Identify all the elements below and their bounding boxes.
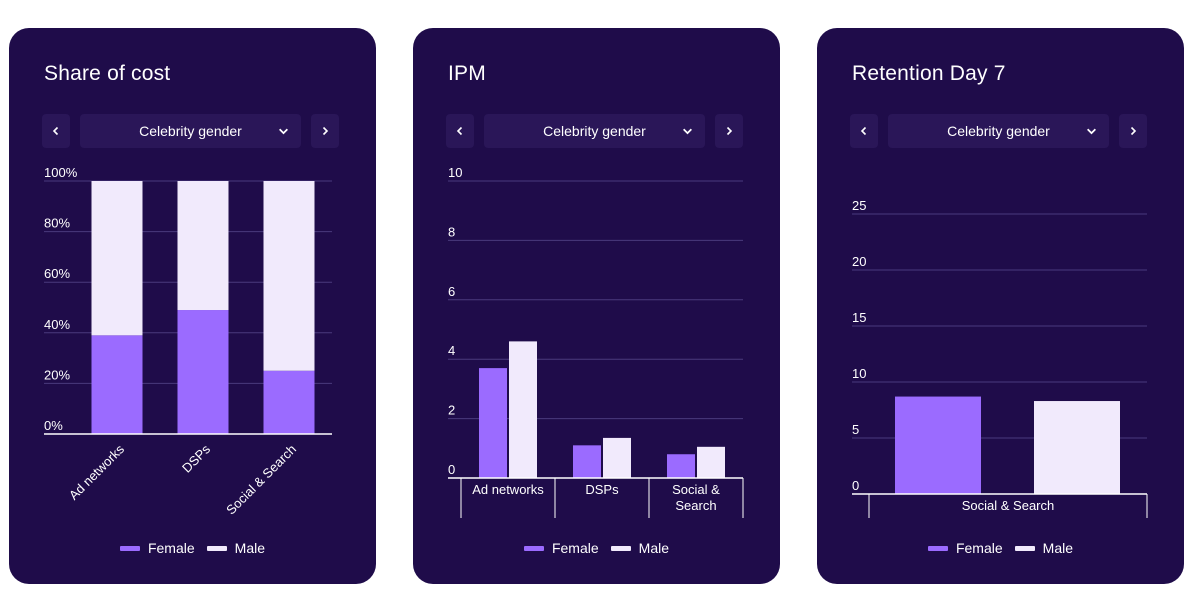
y-tick-label: 10 <box>448 165 462 180</box>
y-tick-label: 60% <box>44 266 70 281</box>
y-tick-label: 0 <box>448 462 455 477</box>
dropdown-value: Celebrity gender <box>543 123 646 139</box>
bar-female <box>263 370 315 434</box>
dimension-selector: Celebrity gender <box>42 114 339 148</box>
male-swatch <box>206 545 227 551</box>
x-tick-label: Social & Search <box>223 442 299 518</box>
bar-female <box>91 335 143 434</box>
x-tick-label: Social & Search <box>672 482 720 513</box>
bar-male <box>263 181 315 371</box>
retention-day-7-card: Retention Day 7 Celebrity gender 0 5 10 15 2… <box>817 28 1184 584</box>
y-tick-label: 25 <box>852 198 866 213</box>
dimension-dropdown[interactable]: Celebrity gender <box>80 114 301 148</box>
next-button[interactable] <box>311 114 339 148</box>
chart-legend: Female Male <box>413 540 780 556</box>
prev-button[interactable] <box>446 114 474 148</box>
legend-label: Male <box>1042 540 1074 556</box>
legend-item-female: Female <box>927 540 1003 556</box>
legend-item-male: Male <box>610 540 670 556</box>
chart-legend: Female Male <box>9 540 376 556</box>
y-tick-label: 80% <box>44 216 70 231</box>
bar-male <box>509 341 537 478</box>
bar-male <box>603 437 631 478</box>
female-swatch <box>523 545 544 551</box>
card-title: Retention Day 7 <box>852 62 1006 85</box>
y-tick-label: 2 <box>448 403 455 418</box>
ipm-chart: 0 2 4 6 8 10 Ad networks DSPs Social & Search <box>448 165 744 518</box>
legend-label: Female <box>147 540 195 556</box>
legend-label: Male <box>638 540 670 556</box>
x-tick-label: DSPs <box>179 441 213 475</box>
dimension-dropdown[interactable]: Celebrity gender <box>888 114 1109 148</box>
bar-female <box>479 368 507 478</box>
chevron-down-icon <box>279 128 288 135</box>
male-swatch <box>610 545 631 551</box>
legend-item-female: Female <box>119 540 195 556</box>
bar-female <box>177 310 229 434</box>
chevron-down-icon <box>683 128 692 135</box>
male-swatch <box>1014 545 1035 551</box>
bar-female <box>573 445 601 478</box>
x-tick-label: Social & Search <box>962 498 1055 513</box>
dimension-dropdown[interactable]: Celebrity gender <box>484 114 705 148</box>
y-tick-label: 4 <box>448 343 455 358</box>
bar-male <box>91 181 143 336</box>
dimension-selector: Celebrity gender <box>446 114 743 148</box>
chevron-left-icon <box>52 126 59 136</box>
bar-male <box>1034 401 1120 494</box>
y-tick-label: 6 <box>448 284 455 299</box>
female-swatch <box>927 545 948 551</box>
x-tick-label: Ad networks <box>472 482 544 497</box>
legend-label: Female <box>955 540 1003 556</box>
chevron-right-icon <box>322 126 329 136</box>
bar-female <box>667 454 695 478</box>
card-title: IPM <box>448 62 486 85</box>
x-tick-label: Ad networks <box>66 441 128 503</box>
legend-item-male: Male <box>206 540 266 556</box>
y-tick-label: 20% <box>44 367 70 382</box>
legend-label: Male <box>234 540 266 556</box>
chevron-left-icon <box>860 126 867 136</box>
legend-label: Female <box>551 540 599 556</box>
chevron-left-icon <box>456 126 463 136</box>
chevron-right-icon <box>726 126 733 136</box>
dropdown-value: Celebrity gender <box>139 123 242 139</box>
bar-female <box>895 396 981 494</box>
y-tick-label: 10 <box>852 366 866 381</box>
y-tick-label: 0 <box>852 478 859 493</box>
x-tick-label: DSPs <box>585 482 619 497</box>
y-tick-label: 0% <box>44 418 63 433</box>
y-tick-label: 100% <box>44 165 78 180</box>
y-tick-label: 40% <box>44 317 70 332</box>
dimension-selector: Celebrity gender <box>850 114 1147 148</box>
bar-male <box>177 181 229 311</box>
chart-legend: Female Male <box>817 540 1184 556</box>
next-button[interactable] <box>1119 114 1147 148</box>
ipm-card: IPM Celebrity gender 0 2 4 6 8 10 Ad networks D… <box>413 28 780 584</box>
card-title: Share of cost <box>44 62 171 85</box>
next-button[interactable] <box>715 114 743 148</box>
y-tick-label: 8 <box>448 224 455 239</box>
y-tick-label: 15 <box>852 310 866 325</box>
chevron-down-icon <box>1087 128 1096 135</box>
y-tick-label: 20 <box>852 254 866 269</box>
chevron-right-icon <box>1130 126 1137 136</box>
prev-button[interactable] <box>42 114 70 148</box>
retention-day-7-chart: 0 5 10 15 20 25 Social & Search <box>852 198 1148 518</box>
share-of-cost-card: Share of cost Celebrity gender 0% 20% 40% 6… <box>9 28 376 584</box>
legend-item-female: Female <box>523 540 599 556</box>
prev-button[interactable] <box>850 114 878 148</box>
female-swatch <box>119 545 140 551</box>
dropdown-value: Celebrity gender <box>947 123 1050 139</box>
bar-male <box>697 446 725 478</box>
y-tick-label: 5 <box>852 422 859 437</box>
share-of-cost-chart: 0% 20% 40% 60% 80% 100% Ad networks DSPs Social … <box>44 165 332 518</box>
legend-item-male: Male <box>1014 540 1074 556</box>
